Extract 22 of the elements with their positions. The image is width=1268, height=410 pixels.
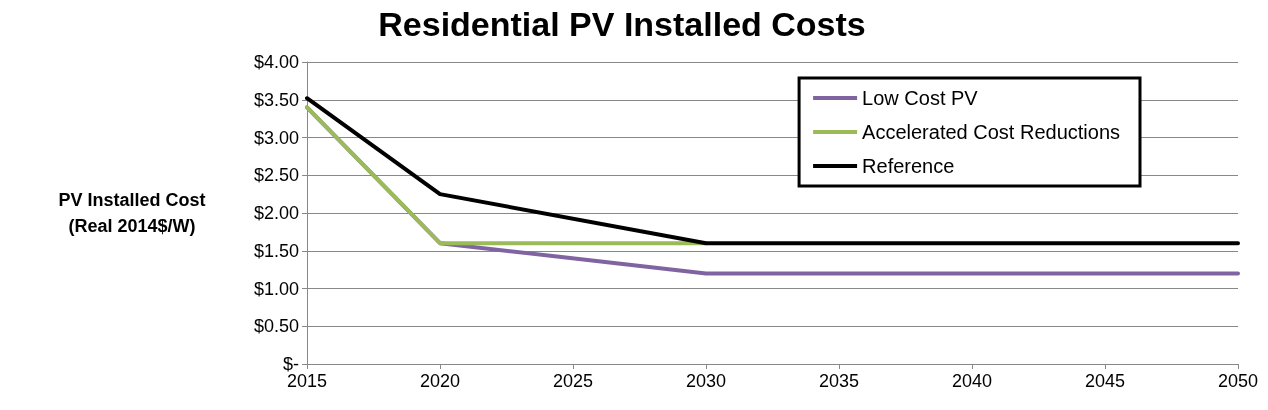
chart-title: Residential PV Installed Costs [378,5,866,43]
x-tick-label: 2030 [685,371,727,391]
y-tick-label: $0.50 [253,316,299,337]
y-axis-title: PV Installed Cost (Real 2014$/W) [58,190,206,236]
x-tick-label: 2050 [1217,371,1259,391]
x-tick-label: 2020 [419,371,461,391]
x-tick-label: 2025 [552,371,594,391]
y-tick-label: $2.50 [253,165,299,186]
x-tick-label: 2040 [951,371,993,391]
y-tick-label: $4.00 [253,52,299,72]
y-tick-label: $1.50 [253,240,299,261]
legend-label: Low Cost PV [862,87,979,109]
legend-label: Reference [862,155,955,177]
y-tick-label: $3.00 [253,127,299,148]
legend-label: Accelerated Cost Reductions [862,121,1121,143]
y-tick-label: $3.50 [253,89,299,110]
x-tick-label: 2045 [1084,371,1126,391]
x-tick-label: 2035 [818,371,860,391]
y-tick-label: $2.00 [253,203,299,223]
y-tick-label: $- [282,354,299,374]
x-tick-label: 2015 [286,371,328,391]
y-tick-label: $1.00 [253,278,299,299]
